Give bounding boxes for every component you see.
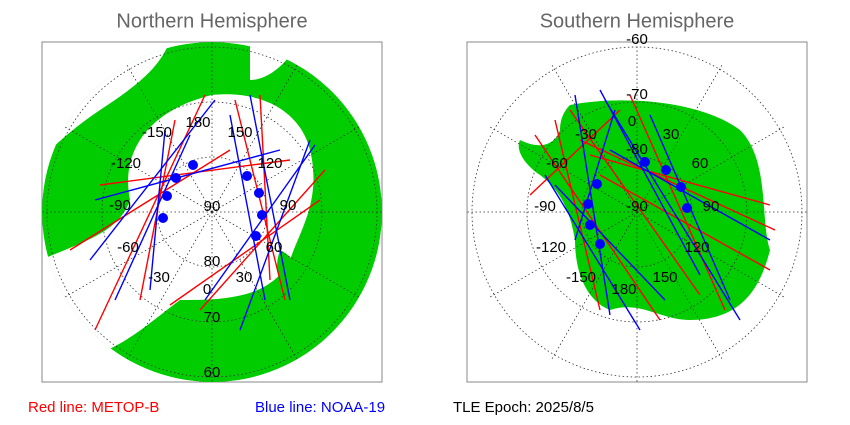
lat-label: 70 — [204, 309, 221, 326]
lon-label: -120 — [536, 239, 566, 256]
tracks — [69, 94, 326, 331]
panel-title: Southern Hemisphere — [540, 10, 735, 32]
lon-label: 60 — [266, 239, 283, 256]
lon-label: 90 — [703, 198, 720, 215]
lon-label: 120 — [684, 239, 709, 256]
lon-label: 90 — [280, 197, 297, 214]
panel-title: Northern Hemisphere — [116, 10, 307, 32]
north-panel: Northern Hemisphere 180 -150 150 -120 12… — [41, 10, 383, 383]
lat-label: -60 — [626, 31, 648, 48]
lon-label: -150 — [142, 124, 172, 141]
lon-label: 180 — [611, 281, 636, 298]
lon-label: -30 — [148, 269, 170, 286]
lat-label: 60 — [204, 364, 221, 381]
lon-label: -60 — [117, 239, 139, 256]
lat-label: -70 — [626, 86, 648, 103]
lon-label: 0 — [203, 281, 211, 298]
lon-label: -60 — [546, 155, 568, 172]
track-dots — [158, 160, 267, 241]
lat-label: -90 — [626, 198, 648, 215]
legend-item: TLE Epoch: 2025/8/5 — [453, 399, 594, 416]
lon-label: -150 — [566, 269, 596, 286]
south-map — [467, 42, 807, 382]
lon-label: 150 — [227, 124, 252, 141]
track-dots — [583, 157, 692, 249]
lat-label: 80 — [204, 253, 221, 270]
lon-label: 30 — [236, 269, 253, 286]
lon-label: 150 — [652, 269, 677, 286]
lon-label: -120 — [111, 155, 141, 172]
lat-label: -80 — [626, 141, 648, 158]
lon-label: -90 — [109, 197, 131, 214]
lat-label: 90 — [204, 198, 221, 215]
legend-item: Red line: METOP-B — [28, 399, 159, 416]
lon-label: -30 — [575, 126, 597, 143]
lon-label: -90 — [534, 198, 556, 215]
south-panel: Southern Hemisphere 0 -30 30 -60 60 -90 … — [466, 10, 808, 383]
tracks — [529, 89, 776, 331]
lon-label: 30 — [663, 126, 680, 143]
lon-label: 60 — [692, 155, 709, 172]
lon-label: 120 — [257, 155, 282, 172]
lon-label: 180 — [185, 114, 210, 131]
legend-item: Blue line: NOAA-19 — [255, 399, 385, 416]
lon-label: 0 — [628, 113, 636, 130]
